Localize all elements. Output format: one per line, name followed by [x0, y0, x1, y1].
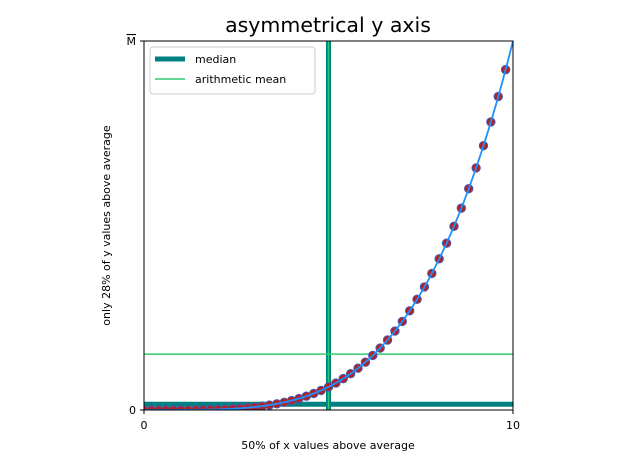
plot-area — [144, 41, 513, 410]
legend: median arithmetic mean — [149, 46, 316, 95]
x-tick-label: 0 — [141, 419, 148, 432]
plot-frame — [143, 40, 514, 411]
legend-label: arithmetic mean — [195, 73, 286, 86]
legend-box — [149, 46, 316, 95]
y-tick-label: 0 — [129, 404, 136, 417]
y-axis-label: only 28% of y values above average — [100, 125, 113, 326]
x-tick-label: 10 — [506, 419, 520, 432]
chart-title: asymmetrical y axis — [225, 13, 431, 37]
y-tick-label: M — [127, 35, 137, 48]
legend-label: median — [195, 53, 236, 66]
x-axis-label: 50% of x values above average — [241, 439, 415, 452]
